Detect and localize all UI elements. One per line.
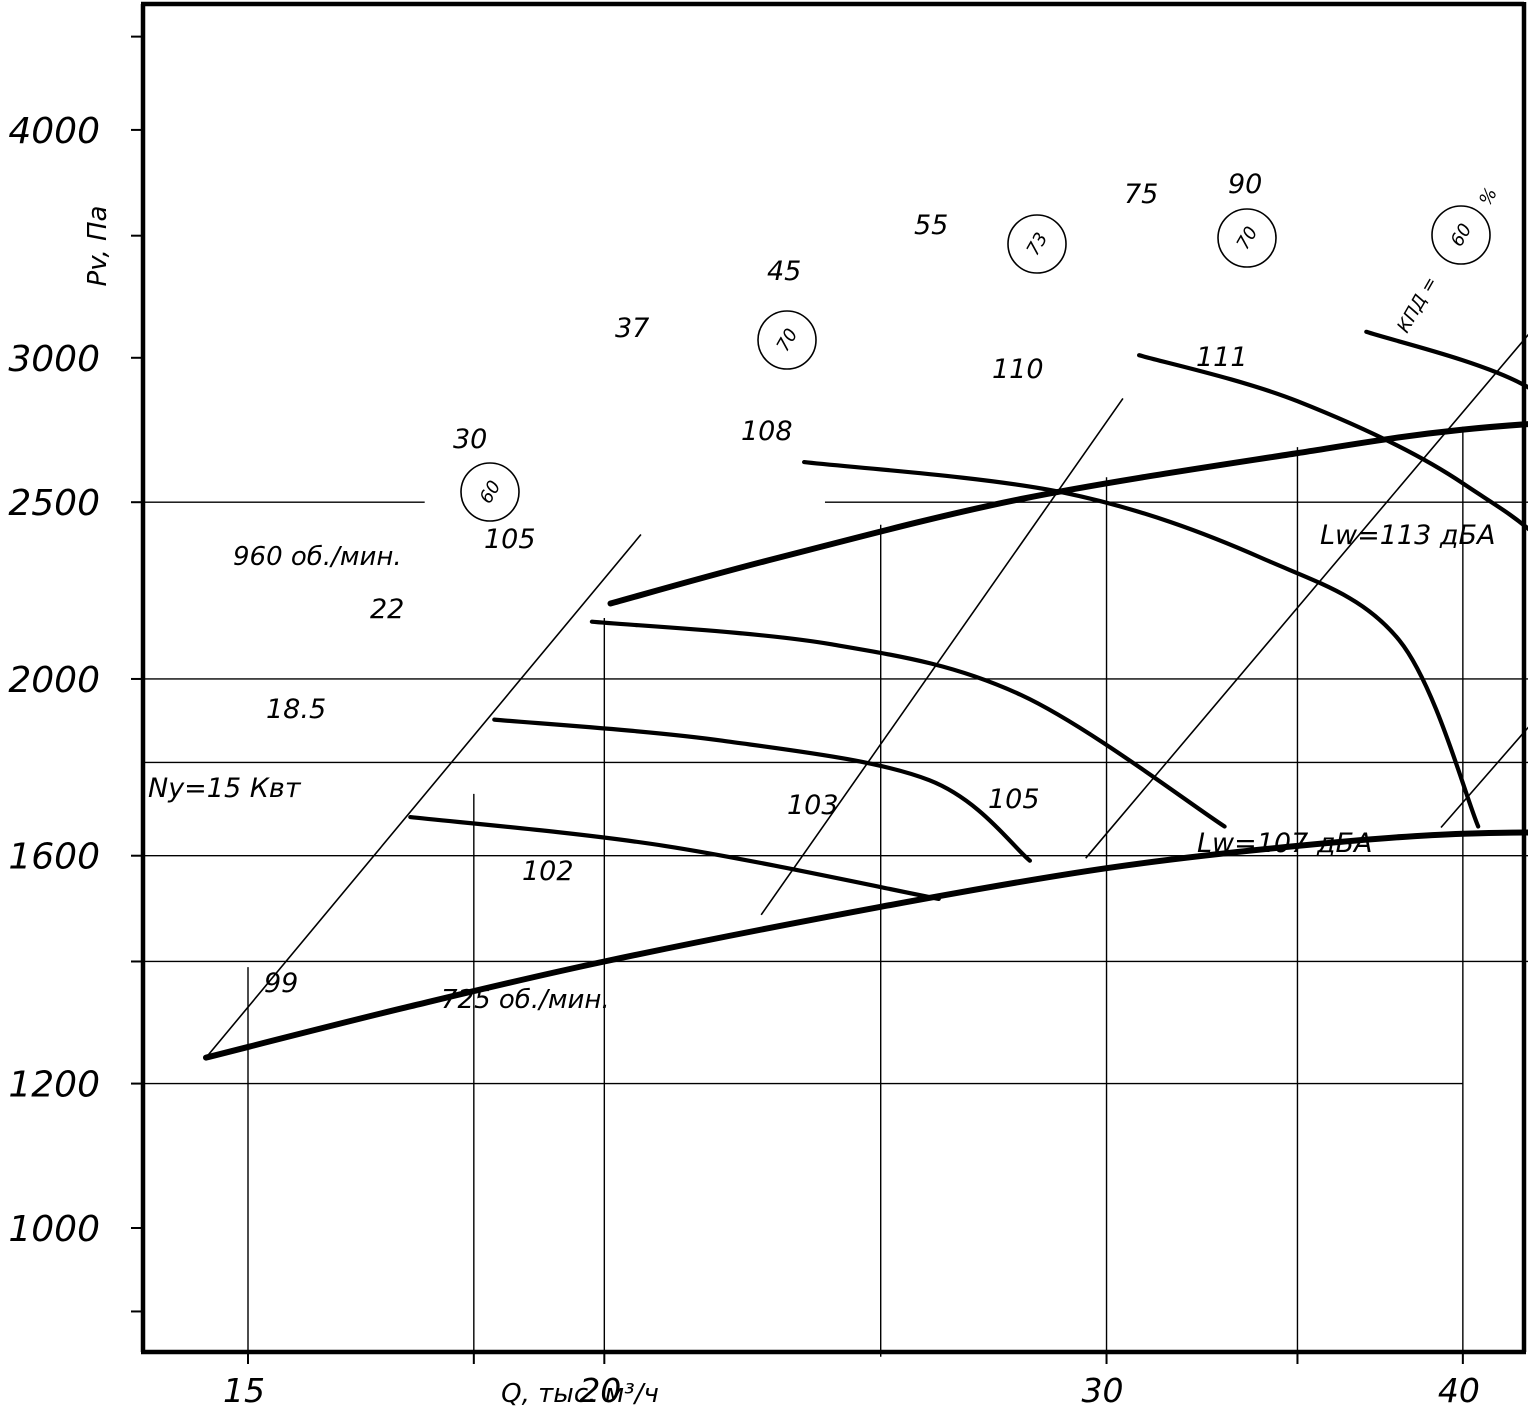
power-label: 37: [615, 313, 649, 344]
power-label: 45: [767, 256, 801, 287]
noise-diagonal: [1440, 726, 1528, 829]
power-label: 75: [1124, 179, 1158, 210]
power-label: 55: [914, 210, 948, 241]
y-tick-label: 1200: [8, 1065, 100, 1106]
efficiency-circle: [460, 462, 520, 522]
x-axis-label: Q, тыс. м³/ч: [501, 1379, 659, 1409]
speed-curve: [203, 829, 1528, 1061]
power-curve: [408, 815, 941, 901]
noise-label: 105: [988, 784, 1040, 815]
power-label: 90: [1228, 169, 1262, 200]
y-tick-label: 2500: [8, 483, 100, 524]
noise-label: 99: [264, 968, 298, 999]
x-tick-label: 15: [223, 1371, 265, 1410]
power-curve: [802, 460, 1481, 829]
y-tick-label: 1000: [8, 1209, 100, 1250]
noise-label: 102: [522, 856, 574, 887]
x-tick-label: 20: [579, 1371, 621, 1410]
power-curve: [589, 619, 1227, 829]
noise-label: 105: [484, 524, 536, 555]
power-curve: [1137, 353, 1528, 532]
noise-diagonal: [760, 397, 1124, 916]
y-tick-label: 2000: [8, 660, 100, 701]
x-tick-label: 30: [1082, 1371, 1124, 1410]
power-curve: [492, 717, 1032, 863]
y-tick-label: 3000: [8, 339, 100, 380]
noise-diagonal: [205, 534, 642, 1059]
y-axis-label: Pv, Па: [83, 206, 113, 287]
speed-curve: [607, 421, 1528, 607]
y-tick-label: 1600: [8, 837, 100, 878]
noise-label: 103: [787, 790, 839, 821]
power-label: 22: [370, 594, 404, 625]
noise-diagonal: [1085, 333, 1528, 859]
efficiency-circle: [1217, 208, 1277, 268]
noise-label: 110: [992, 354, 1044, 385]
power-curves: [408, 329, 1528, 901]
power-label: 18.5: [266, 694, 326, 725]
x-tick-label: 40: [1438, 1371, 1480, 1410]
y-tick-label: 4000: [8, 111, 100, 152]
efficiency-circle: [757, 310, 817, 370]
lw-low-label: Lw=107 дБА: [1197, 828, 1373, 859]
speed-label-725: 725 об./мин.: [441, 985, 610, 1015]
efficiency-circle: [1007, 214, 1067, 274]
ny-label: Ny=15 Квт: [148, 773, 302, 804]
noise-level-lines: [205, 333, 1528, 1059]
noise-label: 111: [1196, 342, 1248, 373]
speed-curves: [203, 421, 1528, 1061]
axis-ticks: [131, 35, 1464, 1364]
grid-lines: [143, 426, 1528, 1357]
power-curve: [1364, 329, 1528, 390]
efficiency-circle: [1431, 205, 1491, 265]
speed-label-960: 960 об./мин.: [233, 542, 402, 572]
power-label: 30: [453, 424, 487, 455]
noise-label: 108: [741, 416, 793, 447]
lw-high-label: Lw=113 дБА: [1320, 520, 1496, 551]
